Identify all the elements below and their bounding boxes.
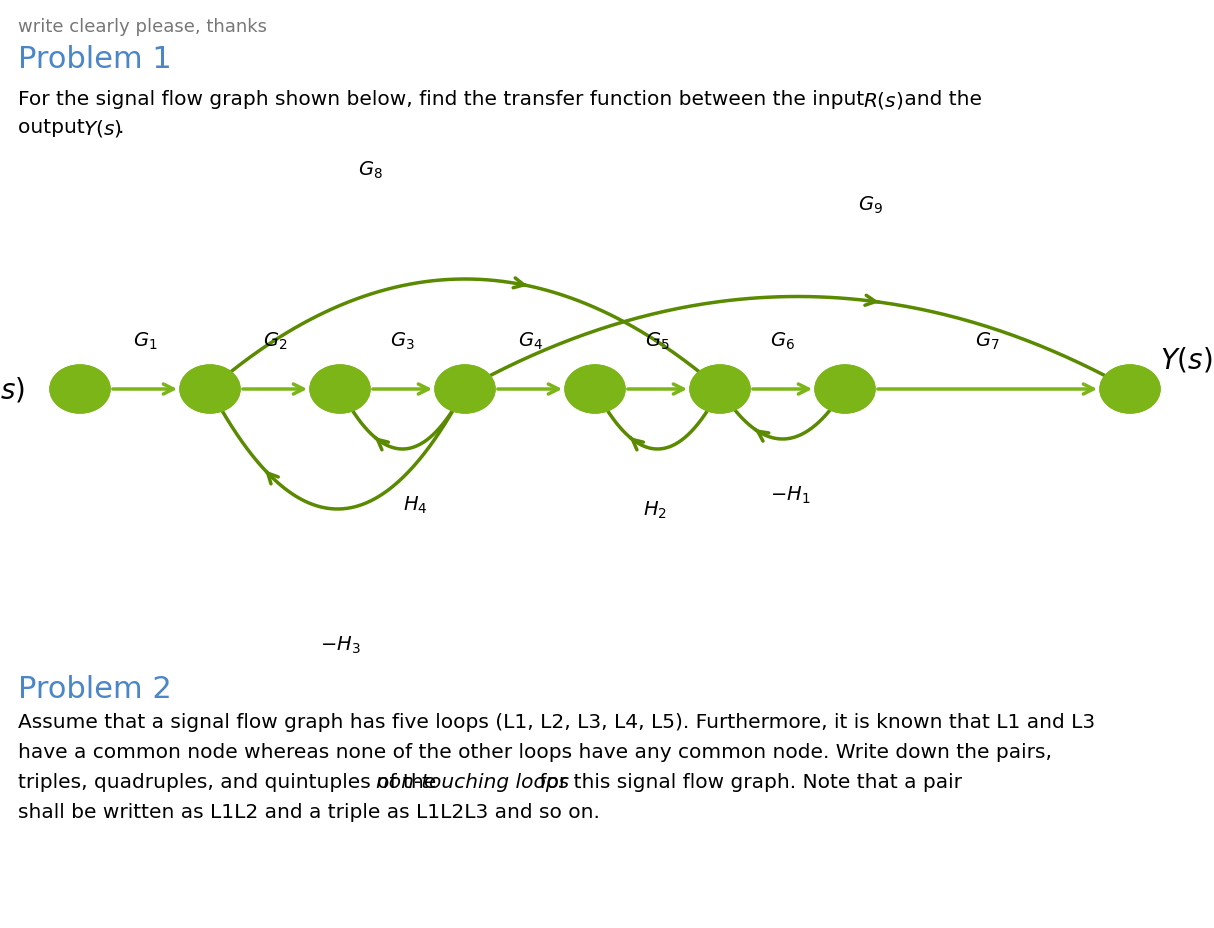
Text: $H_4$: $H_4$: [403, 494, 427, 515]
Text: $G_{7}$: $G_{7}$: [975, 330, 1000, 352]
Ellipse shape: [310, 366, 370, 414]
Ellipse shape: [435, 366, 495, 414]
Text: triples, quadruples, and quintuples of the: triples, quadruples, and quintuples of t…: [18, 772, 443, 792]
Text: $-H_1$: $-H_1$: [770, 483, 810, 505]
Ellipse shape: [50, 366, 110, 414]
Text: $G_{6}$: $G_{6}$: [770, 330, 795, 352]
Text: $G_9$: $G_9$: [857, 194, 883, 215]
Text: $-H_3$: $-H_3$: [319, 634, 361, 655]
Text: For the signal flow graph shown below, find the transfer function between the in: For the signal flow graph shown below, f…: [18, 90, 870, 109]
Ellipse shape: [1100, 366, 1161, 414]
Text: $G_{2}$: $G_{2}$: [262, 330, 288, 352]
Text: non-touching loops: non-touching loops: [376, 772, 569, 792]
Ellipse shape: [435, 366, 495, 414]
Text: $R(s)$: $R(s)$: [863, 90, 903, 110]
Text: shall be written as L1L2 and a triple as L1L2L3 and so on.: shall be written as L1L2 and a triple as…: [18, 802, 600, 821]
Ellipse shape: [180, 366, 240, 414]
Text: output: output: [18, 118, 91, 136]
Ellipse shape: [1100, 366, 1161, 414]
Text: write clearly please, thanks: write clearly please, thanks: [18, 18, 267, 36]
Text: .: .: [118, 118, 124, 136]
Text: $G_{4}$: $G_{4}$: [517, 330, 543, 352]
Text: Problem 2: Problem 2: [18, 675, 171, 703]
Text: $Y(s)$: $Y(s)$: [83, 118, 121, 139]
Text: for this signal flow graph. Note that a pair: for this signal flow graph. Note that a …: [533, 772, 961, 792]
Text: Assume that a signal flow graph has five loops (L1, L2, L3, L4, L5). Furthermore: Assume that a signal flow graph has five…: [18, 712, 1095, 731]
Ellipse shape: [50, 366, 110, 414]
Ellipse shape: [690, 366, 750, 414]
Text: $G_{3}$: $G_{3}$: [390, 330, 415, 352]
Ellipse shape: [310, 366, 370, 414]
Text: $G_8$: $G_8$: [358, 160, 382, 180]
Text: $H_2$: $H_2$: [643, 499, 666, 520]
Ellipse shape: [815, 366, 875, 414]
Ellipse shape: [180, 366, 240, 414]
Text: Problem 1: Problem 1: [18, 45, 171, 74]
Ellipse shape: [565, 366, 625, 414]
Text: $G_{5}$: $G_{5}$: [645, 330, 670, 352]
Text: $R(s)$: $R(s)$: [0, 375, 25, 404]
Text: and the: and the: [898, 90, 982, 109]
Text: have a common node whereas none of the other loops have any common node. Write d: have a common node whereas none of the o…: [18, 742, 1053, 761]
Ellipse shape: [815, 366, 875, 414]
Ellipse shape: [690, 366, 750, 414]
Ellipse shape: [565, 366, 625, 414]
Text: $G_{1}$: $G_{1}$: [132, 330, 158, 352]
Text: $Y(s)$: $Y(s)$: [1161, 345, 1213, 374]
